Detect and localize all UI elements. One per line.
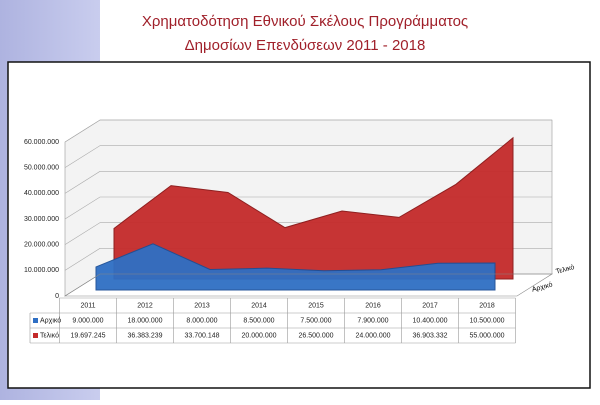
data-label: 19.697.245 xyxy=(70,332,105,339)
grid-line xyxy=(64,196,552,220)
legend-label: Αρχικό xyxy=(40,316,61,324)
data-label: 18.000.000 xyxy=(127,317,162,324)
area xyxy=(113,136,514,280)
data-label: 7.900.000 xyxy=(357,317,388,324)
legend-key xyxy=(33,318,38,323)
y-tick-label: 20.000.000 xyxy=(24,242,59,249)
chart-title: Χρηματοδότηση Εθνικού Σκέλους Προγράμματ… xyxy=(142,13,468,30)
x-tick-label: 2017 xyxy=(422,302,438,309)
data-label: 10.500.000 xyxy=(469,317,504,324)
x-tick-label: 2014 xyxy=(251,302,267,309)
data-label: 55.000.000 xyxy=(469,332,504,339)
data-label: 8.000.000 xyxy=(186,317,217,324)
data-table: 2011 2012 2013 2014 2015 2016 2017 2018 Αρχικό 9.… xyxy=(29,297,516,344)
legend-key xyxy=(33,333,38,338)
y-tick-label: 30.000.000 xyxy=(24,216,59,223)
y-tick-label: 60.000.000 xyxy=(24,139,59,146)
x-tick-label: 2013 xyxy=(194,302,210,309)
chart-subtitle: Δημοσίων Επενδύσεων 2011 - 2018 xyxy=(185,37,426,54)
data-label: 24.000.000 xyxy=(355,332,390,339)
grid-line xyxy=(64,145,552,168)
data-label: 20.000.000 xyxy=(241,332,276,339)
data-label: 9.000.000 xyxy=(72,317,103,324)
y-tick-label: 10.000.000 xyxy=(24,267,59,274)
y-tick-label: 40.000.000 xyxy=(24,190,59,197)
x-tick-label: 2011 xyxy=(80,302,95,309)
grid-line xyxy=(64,171,552,194)
x-tick-label: 2015 xyxy=(308,302,324,309)
x-tick-label: 2016 xyxy=(365,302,381,309)
x-tick-label: 2012 xyxy=(137,302,153,309)
data-label: 33.700.148 xyxy=(184,332,219,339)
area xyxy=(95,243,496,291)
legend-label: Τελικό xyxy=(40,331,59,339)
y-tick-label: 50.000.000 xyxy=(24,165,59,172)
data-label: 36.383.239 xyxy=(127,332,162,339)
data-label: 8.500.000 xyxy=(243,317,274,324)
floor xyxy=(63,273,554,297)
grid-line xyxy=(64,119,552,143)
data-label: 7.500.000 xyxy=(300,317,331,324)
data-label: 36.903.332 xyxy=(412,332,447,339)
x-tick-label: 2018 xyxy=(479,302,495,309)
data-label: 26.500.000 xyxy=(298,332,333,339)
y-tick-label: 0 xyxy=(55,293,59,300)
data-label: 10.400.000 xyxy=(412,317,447,324)
